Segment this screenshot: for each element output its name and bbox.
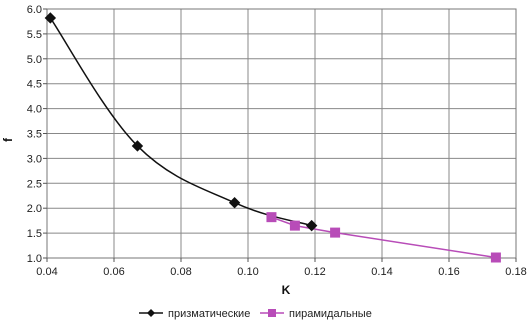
y-tick-label: 5.0 [27, 54, 42, 66]
data-point-pyramidal [289, 220, 300, 231]
axes [43, 8, 517, 262]
tick-labels: 1.0 1.5 2.0 2.5 3.0 3.5 4.0 4.5 5.0 5.5 6.0 0.04 0.0… [27, 4, 527, 278]
y-tick-label: 4.5 [27, 79, 42, 91]
data-markers [44, 12, 501, 263]
x-tick-label: 0.16 [438, 266, 459, 278]
y-axis-title: f [1, 137, 15, 142]
x-tick-label: 0.18 [505, 266, 526, 278]
x-axis-title: K [282, 283, 291, 297]
data-point-pyramidal [266, 212, 277, 223]
data-point-prismatic [228, 197, 241, 209]
y-tick-label: 2.0 [27, 203, 42, 215]
y-tick-label: 3.0 [27, 153, 42, 165]
x-tick-label: 0.10 [237, 266, 258, 278]
data-point-prismatic [305, 219, 318, 232]
y-tick-label: 1.5 [27, 228, 42, 240]
data-point-pyramidal [490, 252, 501, 263]
x-tick-label: 0.14 [371, 266, 392, 278]
y-tick-label: 6.0 [27, 4, 42, 16]
y-tick-label: 5.5 [27, 29, 42, 41]
y-tick-label: 4.0 [27, 104, 42, 116]
x-tick-label: 0.04 [36, 266, 57, 278]
y-tick-label: 2.5 [27, 178, 42, 190]
legend-marker-pyramidal [268, 309, 276, 317]
x-tick-label: 0.12 [304, 266, 325, 278]
data-point-pyramidal [330, 227, 341, 238]
legend: призматические пирамидальные [139, 308, 372, 320]
legend-label-prismatic: призматические [168, 308, 250, 320]
x-tick-label: 0.06 [103, 266, 124, 278]
x-tick-label: 0.08 [170, 266, 191, 278]
series-line-pyramidal [271, 216, 497, 259]
legend-label-pyramidal: пирамидальные [289, 308, 372, 320]
data-point-prismatic [44, 12, 57, 24]
data-point-prismatic [131, 140, 144, 152]
legend-marker-prismatic [147, 309, 155, 317]
y-tick-label: 1.0 [27, 253, 42, 265]
y-tick-label: 3.5 [27, 129, 42, 141]
